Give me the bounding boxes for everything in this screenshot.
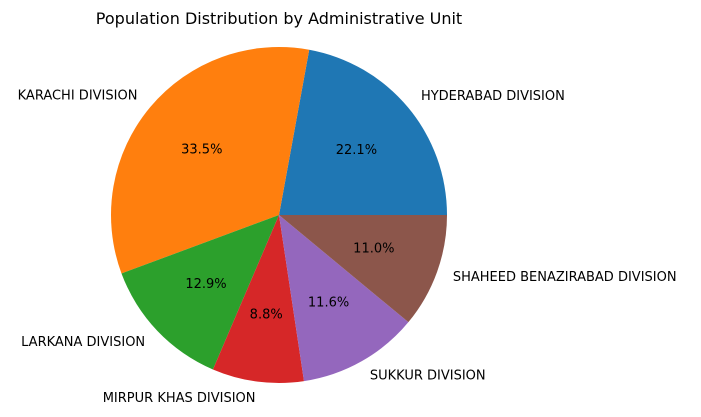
slice-label-karachi-division: KARACHI DIVISION: [18, 89, 138, 104]
slice-label-larkana-division: LARKANA DIVISION: [21, 335, 145, 350]
pct-label-hyderabad-division: 22.1%: [336, 143, 377, 158]
pct-label-larkana-division: 12.9%: [185, 277, 226, 292]
chart-title: Population Distribution by Administrativ…: [96, 9, 462, 28]
pct-label-sukkur-division: 11.6%: [308, 295, 349, 310]
slice-labels: HYDERABAD DIVISION KARACHI DIVISION LARKAN…: [18, 89, 677, 406]
pie-slice-sukkur-division: [279, 215, 409, 382]
slice-label-shaheed-benazirabad-division: SHAHEED BENAZIRABAD DIVISION: [453, 270, 677, 285]
pie-slices: [111, 47, 447, 384]
pie-slice-larkana-division: [121, 215, 279, 370]
pie-slice-mirpur-khas-division: [212, 215, 305, 384]
pie-slice-karachi-division: [111, 47, 310, 274]
pct-label-karachi-division: 33.5%: [181, 143, 222, 158]
pct-label-mirpur-khas-division: 8.8%: [250, 307, 283, 322]
slice-label-mirpur-khas-division: MIRPUR KHAS DIVISION: [103, 391, 256, 406]
pct-label-shaheed-benazirabad-division: 11.0%: [353, 242, 394, 257]
slice-label-hyderabad-division: HYDERABAD DIVISION: [421, 89, 565, 104]
percentage-labels: 22.1% 33.5% 12.9% 8.8% 11.6% 11.0%: [181, 143, 394, 323]
pie-slice-hyderabad-division: [279, 49, 447, 216]
slice-label-sukkur-division: SUKKUR DIVISION: [370, 368, 486, 383]
pie-slice-shaheed-benazirabad-division: [279, 215, 447, 323]
